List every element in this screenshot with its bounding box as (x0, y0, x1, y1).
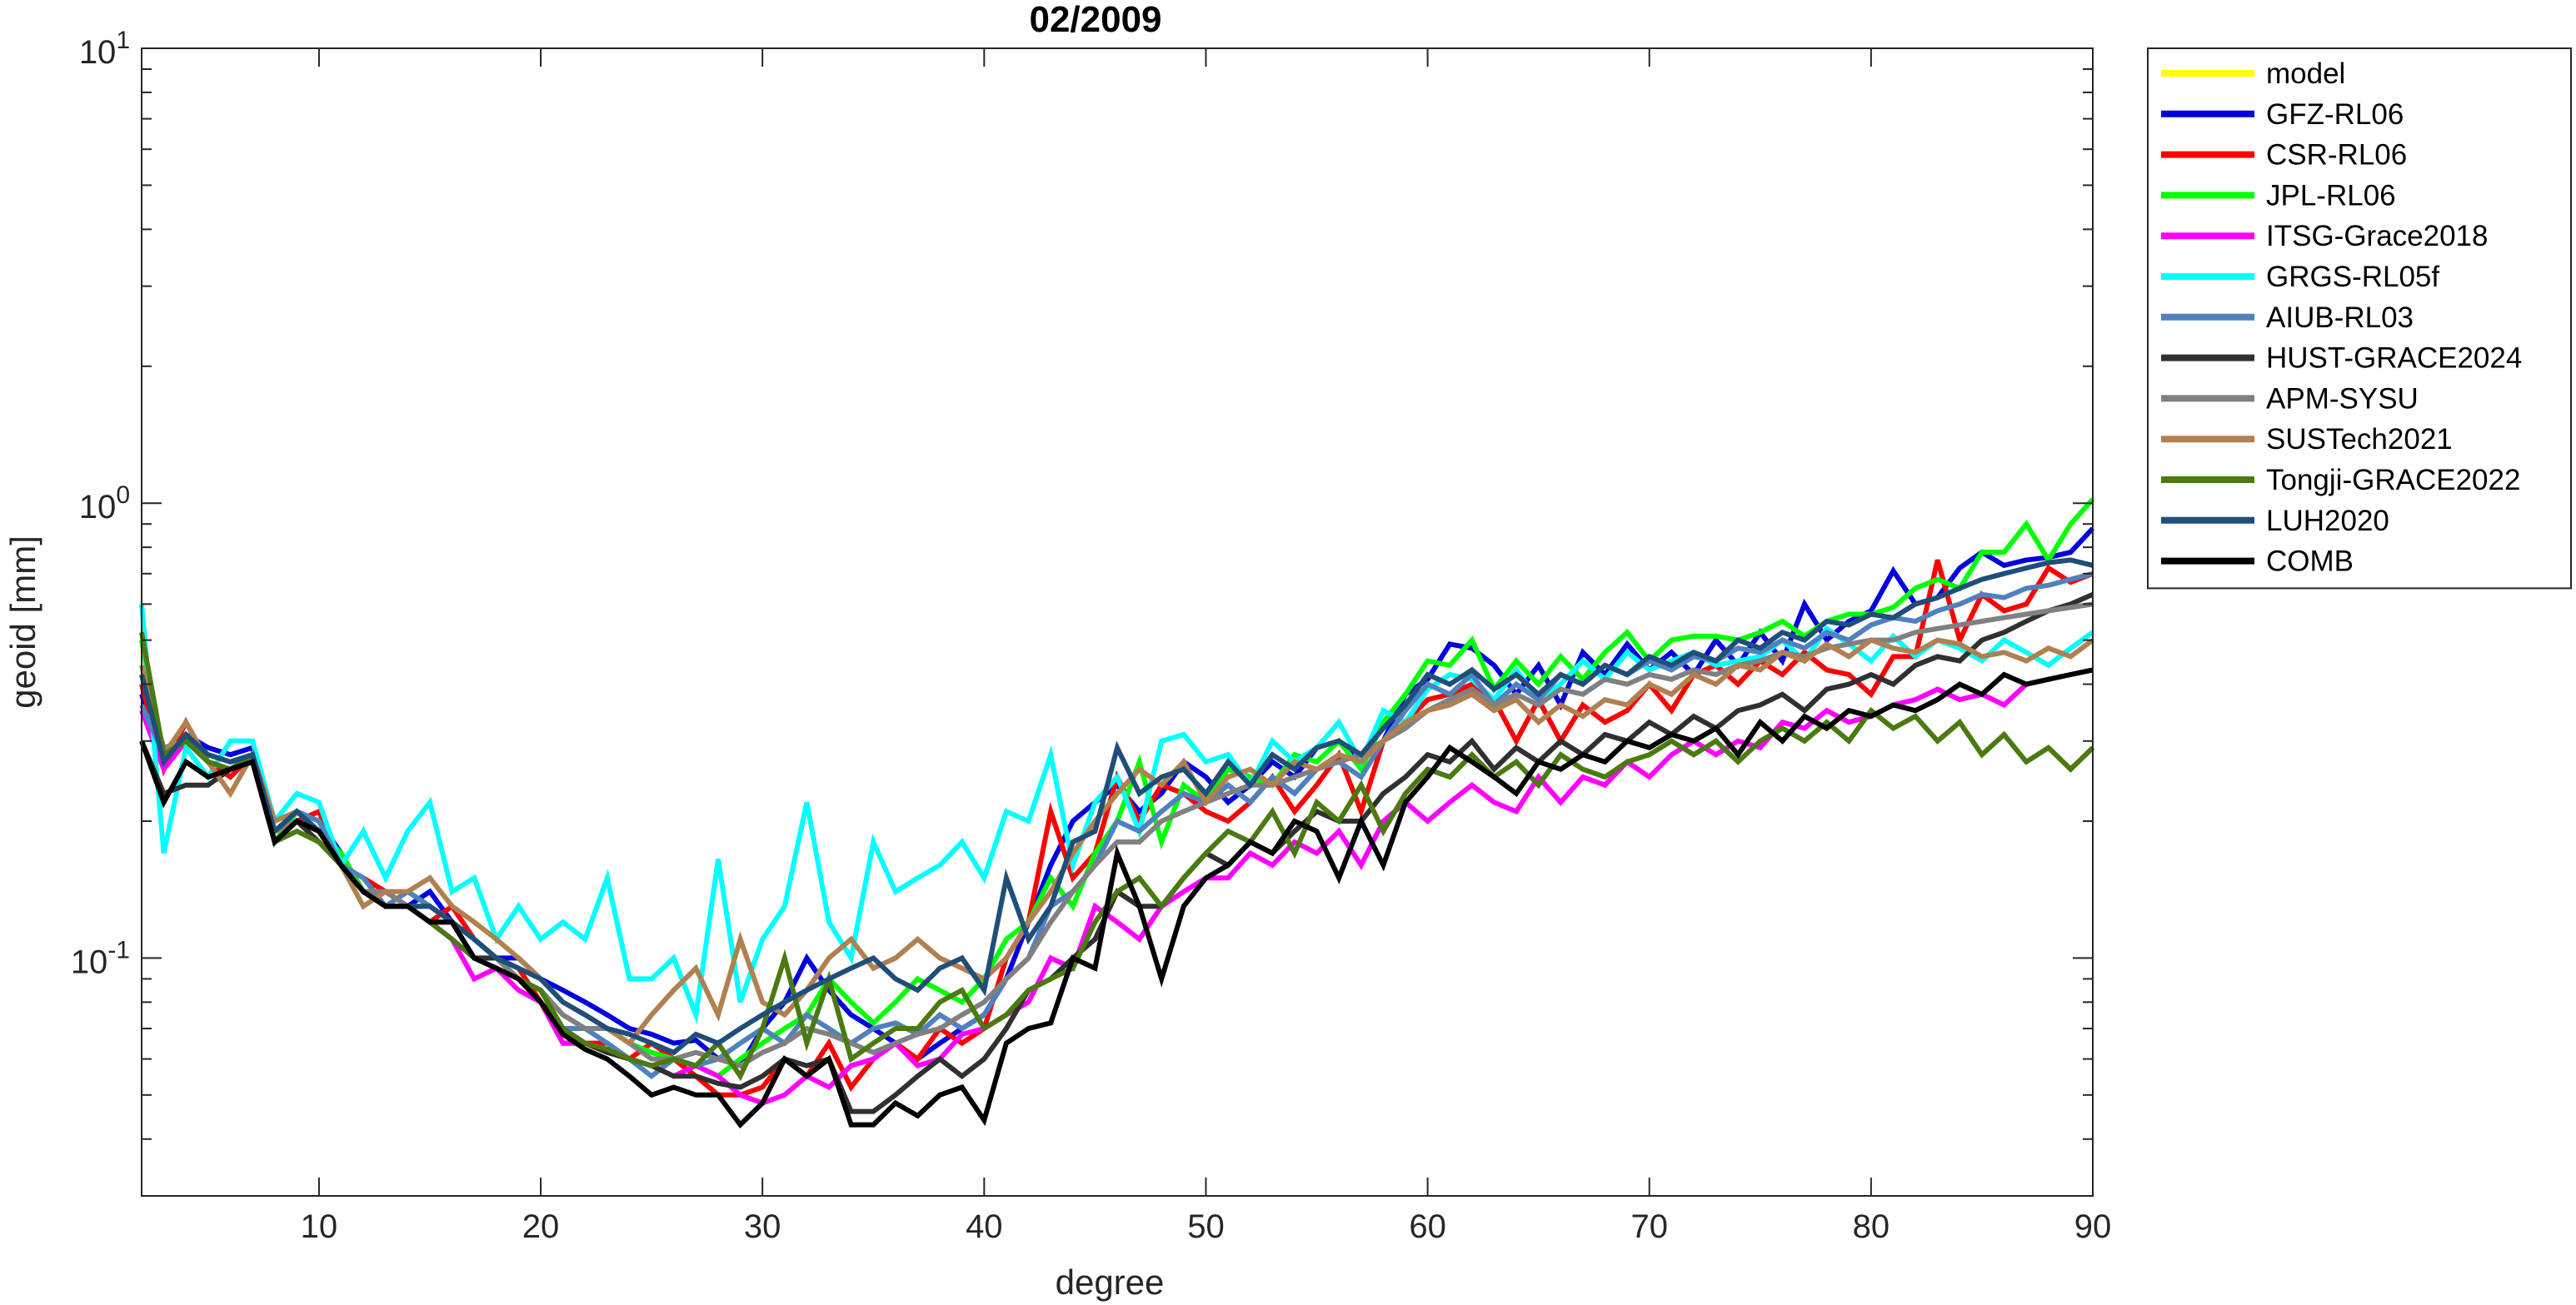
legend-label: LUH2020 (2266, 505, 2389, 537)
legend-label: GFZ-RL06 (2266, 98, 2404, 131)
y-axis-label: geoid [mm] (3, 535, 42, 709)
y-tick-label: 101 (79, 27, 130, 71)
x-tick-label: 90 (2074, 1208, 2112, 1245)
legend-label: model (2266, 57, 2345, 90)
legend-label: JPL-RL06 (2266, 179, 2396, 212)
x-tick-label: 20 (522, 1208, 560, 1245)
y-tick-label: 10-1 (71, 936, 130, 980)
series-line-sustech2021 (139, 637, 2094, 1047)
legend-label: GRGS-RL05f (2266, 261, 2439, 293)
x-tick-label: 80 (1853, 1208, 1890, 1245)
legend-label: AIUB-RL03 (2266, 301, 2414, 334)
x-tick-label: 30 (744, 1208, 781, 1245)
x-tick-label: 10 (301, 1208, 338, 1245)
legend-label: ITSG-Grace2018 (2266, 220, 2489, 252)
series-line-tongji-grace2022 (139, 631, 2095, 1082)
x-tick-label: 40 (966, 1208, 1003, 1245)
legend: model GFZ-RL06 CSR-RL06 JPL-RL06 ITSG-Grace2… (2147, 47, 2572, 590)
x-tick-label: 60 (1409, 1208, 1446, 1245)
legend-label: Tongji-GRACE2022 (2266, 464, 2520, 496)
axes-box (141, 47, 2094, 1197)
series-line-comb (139, 667, 2094, 1129)
legend-label: CSR-RL06 (2266, 139, 2407, 172)
x-tick-label: 70 (1630, 1208, 1668, 1245)
series-line-luh2020 (139, 557, 2094, 1056)
legend-label: HUST-GRACE2024 (2266, 342, 2522, 375)
x-tick-label: 50 (1187, 1208, 1225, 1245)
chart-title: 02/2009 (1029, 0, 1161, 40)
legend-label: SUSTech2021 (2266, 423, 2453, 456)
axes-layer: 10 20 30 40 50 60 70 80 90 10-1 100 101 (71, 27, 2111, 1245)
legend-label: APM-SYSU (2266, 382, 2419, 415)
x-axis-label: degree (1056, 1263, 1165, 1302)
plot-area (142, 48, 2093, 1196)
series-layer (139, 497, 2095, 1129)
legend-label: COMB (2266, 545, 2354, 578)
y-tick-label: 100 (79, 481, 130, 525)
